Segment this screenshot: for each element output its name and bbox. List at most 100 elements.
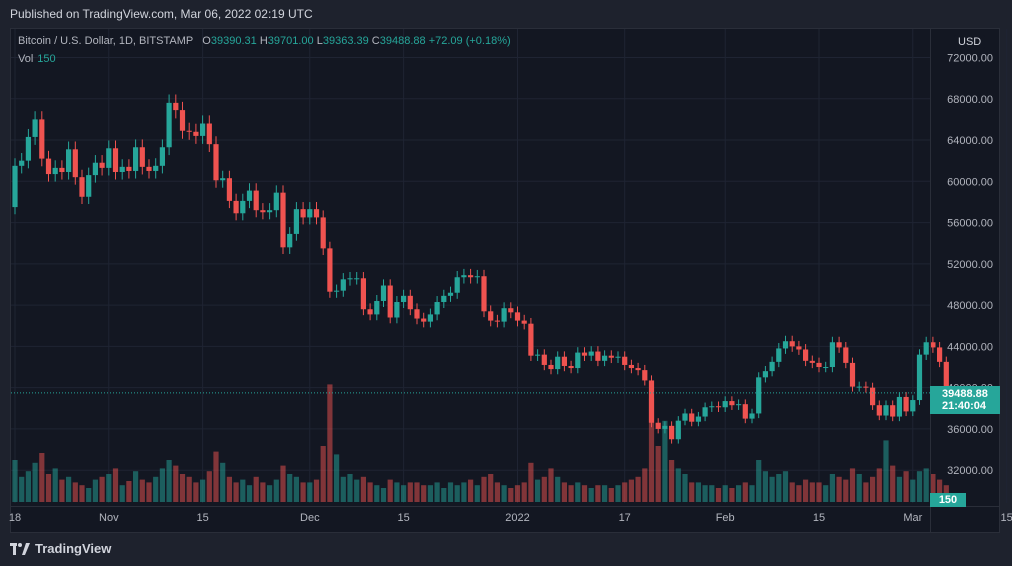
volume-bar (220, 462, 226, 502)
volume-bar (367, 482, 373, 502)
volume-bar (836, 476, 842, 502)
volume-bar (441, 488, 447, 502)
volume-bar (434, 482, 440, 502)
x-tick-label: 17 (619, 512, 631, 524)
candle-body (92, 162, 98, 176)
volume-bar (146, 482, 152, 502)
y-tick-label: 52000.00 (947, 259, 993, 271)
candle-body (12, 165, 18, 208)
volume-bar (742, 482, 748, 502)
volume-bar (139, 479, 145, 502)
volume-bar (186, 476, 192, 502)
last-volume-tag: 150 (930, 493, 966, 507)
candle-body (334, 290, 340, 292)
volume-bar (474, 485, 480, 502)
candle-body (287, 233, 293, 248)
candle-body (360, 278, 366, 310)
x-tick-label: Nov (99, 512, 119, 524)
volume-bar (876, 468, 882, 502)
volume-bar (401, 485, 407, 502)
chart-frame[interactable] (10, 28, 1000, 533)
candle-body (447, 292, 454, 296)
candle-body (561, 356, 567, 366)
candle-body (581, 352, 588, 356)
candle-body (427, 314, 433, 322)
volume-bar (119, 485, 125, 502)
volume-bar (32, 462, 38, 502)
volume-bar (628, 479, 634, 502)
volume-bar (635, 476, 641, 502)
volume-bar (159, 468, 165, 502)
candle-body (789, 341, 795, 347)
volume-bar (689, 482, 695, 502)
candle-body (635, 368, 641, 371)
volume-bar (133, 471, 139, 502)
volume-bar (916, 471, 923, 502)
volume-bar (421, 485, 427, 502)
candle-body (943, 361, 949, 396)
volume-bar (829, 474, 835, 502)
y-tick-label: 48000.00 (947, 300, 993, 312)
low-value: 39363.39 (322, 35, 369, 47)
volume-bar (45, 474, 52, 502)
candle-body (226, 178, 232, 201)
x-tick-label: 15 (1000, 512, 1012, 524)
volume-bar (615, 485, 621, 502)
volume-bar (541, 476, 547, 502)
volume-bar (849, 468, 856, 502)
candle-body (709, 406, 715, 408)
volume-bar (823, 485, 829, 502)
candle-body (293, 209, 299, 234)
candle-body (25, 136, 31, 161)
candle-body (829, 342, 835, 368)
low-label: L (316, 35, 323, 47)
candle-body (622, 356, 628, 365)
candle-body (32, 119, 38, 137)
brand-logo[interactable]: TradingView (10, 541, 111, 556)
volume-bar (153, 476, 159, 502)
candle-body (380, 285, 387, 301)
candle-body (119, 166, 125, 173)
candle-body (729, 401, 735, 406)
volume-bar (414, 482, 420, 502)
candle-body (514, 312, 521, 321)
volume-bar (213, 451, 219, 502)
candle-body (327, 248, 333, 292)
candle-body (200, 123, 206, 136)
candle-body (186, 130, 192, 132)
candle-body (414, 309, 420, 319)
volume-bar (729, 488, 735, 502)
volume-bar (896, 476, 902, 502)
volume-bar (682, 474, 688, 502)
candle-body (340, 279, 346, 291)
candle-body (923, 342, 929, 355)
candle-body (903, 396, 909, 412)
y-tick-label: 60000.00 (947, 176, 993, 188)
candle-body (240, 200, 246, 214)
volume-bar (126, 481, 132, 502)
volume-bar (273, 479, 279, 502)
volume-bar (910, 479, 916, 502)
volume-bar (52, 468, 58, 502)
candle-body (575, 352, 581, 369)
volume-bar (427, 485, 433, 502)
volume-bar (92, 479, 98, 502)
symbol-title: Bitcoin / U.S. Dollar, 1D, BITSTAMP (18, 35, 194, 47)
candle-body (407, 295, 413, 310)
candle-body (736, 404, 742, 406)
candle-body (86, 175, 92, 197)
currency-selector[interactable]: USD (954, 35, 986, 49)
volume-bar (387, 479, 393, 502)
candle-body (320, 217, 326, 249)
candle-body (669, 425, 675, 440)
volume-bar (809, 482, 815, 502)
candle-body (809, 360, 815, 363)
candle-body (715, 406, 722, 408)
y-tick-label: 64000.00 (947, 135, 993, 147)
volume-bar (528, 462, 534, 502)
candle-body (367, 309, 373, 315)
volume-bar (588, 488, 594, 502)
volume-bar (313, 479, 320, 502)
volume-bar (173, 465, 179, 502)
